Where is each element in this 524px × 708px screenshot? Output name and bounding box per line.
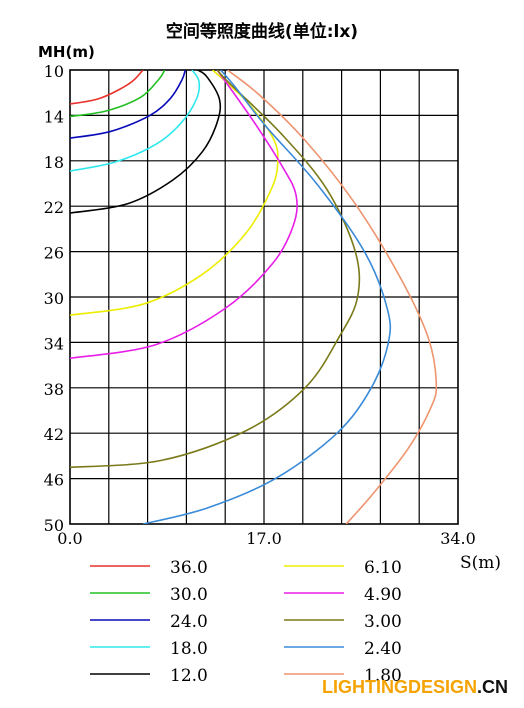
y-tick-label: 26 bbox=[44, 244, 64, 263]
y-tick-label: 10 bbox=[44, 62, 64, 81]
isolux-line-12-0 bbox=[70, 70, 222, 214]
x-tick-label: 0.0 bbox=[57, 529, 82, 548]
legend-label: 1.80 bbox=[364, 666, 402, 686]
legend-label: 6.10 bbox=[364, 558, 402, 578]
y-tick-label: 46 bbox=[44, 471, 64, 490]
legend-label: 12.0 bbox=[170, 666, 208, 686]
y-tick-label: 22 bbox=[44, 198, 64, 217]
chart-title: 空间等照度曲线(单位:lx) bbox=[166, 21, 358, 42]
watermark-suffix: .CN bbox=[477, 677, 508, 697]
legend: 36.0 30.0 24.0 18.0 12.0 6.10 4.90 3.00 2.40 1.80 bbox=[90, 558, 402, 686]
legend-label: 24.0 bbox=[170, 612, 208, 632]
watermark: LIGHTINGDESIGN.CN bbox=[322, 677, 508, 697]
isolux-line-30-0 bbox=[70, 70, 166, 118]
grid bbox=[69, 69, 459, 525]
isolux-line-2-40 bbox=[142, 70, 392, 524]
legend-label: 30.0 bbox=[170, 585, 208, 605]
y-tick-labels: 10 14 18 22 26 30 34 38 42 46 50 bbox=[44, 62, 64, 535]
isolux-line-4-90 bbox=[70, 70, 298, 360]
legend-label: 4.90 bbox=[364, 585, 402, 605]
y-tick-label: 30 bbox=[44, 289, 64, 308]
x-tick-labels: 0.0 17.0 34.0 bbox=[57, 529, 476, 548]
isolux-curves bbox=[70, 70, 438, 524]
isolux-line-24-0 bbox=[70, 70, 187, 139]
y-tick-label: 38 bbox=[44, 380, 64, 399]
y-axis-label: MH(m) bbox=[38, 43, 95, 61]
x-tick-label: 17.0 bbox=[246, 529, 282, 548]
isolux-line-6-10 bbox=[70, 70, 279, 316]
watermark-brand: LIGHTINGDESIGN bbox=[322, 677, 477, 697]
legend-label: 36.0 bbox=[170, 558, 208, 578]
y-tick-label: 34 bbox=[44, 334, 64, 353]
x-axis-label: S(m) bbox=[460, 553, 501, 573]
y-tick-label: 50 bbox=[44, 516, 64, 535]
isolux-line-18-0 bbox=[70, 70, 201, 172]
legend-label: 2.40 bbox=[364, 639, 402, 659]
isolux-line-36-0 bbox=[70, 70, 144, 105]
legend-label: 3.00 bbox=[364, 612, 402, 632]
y-tick-label: 14 bbox=[44, 107, 64, 126]
isolux-line-3-00 bbox=[70, 70, 361, 469]
x-tick-label: 34.0 bbox=[440, 529, 476, 548]
legend-label: 18.0 bbox=[170, 639, 208, 659]
y-tick-label: 42 bbox=[44, 425, 64, 444]
isolux-line-1-80 bbox=[227, 70, 438, 524]
y-tick-label: 18 bbox=[44, 153, 64, 172]
